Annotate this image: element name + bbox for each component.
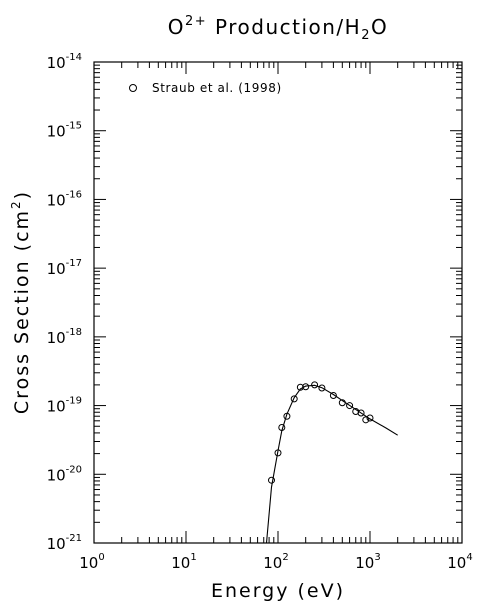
data-point: [338, 399, 346, 407]
y-tick-label: 10-18: [47, 327, 82, 347]
fit-line-series: [265, 384, 398, 544]
data-point: [357, 409, 365, 417]
y-tick-label: 10-20: [47, 464, 82, 484]
data-point: [283, 412, 291, 420]
y-tick-label: 10-14: [47, 52, 82, 72]
data-point: [290, 395, 298, 403]
y-tick-label: 10-19: [47, 396, 82, 416]
x-tick-label: 101: [171, 552, 196, 572]
y-tick-label: 10-15: [47, 121, 82, 141]
legend-marker-circle: [129, 84, 137, 92]
fit-line: [265, 384, 398, 544]
y-tick-label: 10-21: [47, 533, 82, 553]
data-point: [346, 402, 354, 410]
data-point: [311, 381, 319, 389]
y-tick-label: 10-16: [47, 189, 82, 209]
data-point: [278, 423, 286, 431]
x-tick-label: 103: [355, 552, 380, 572]
y-axis-tick-labels: 10-21 10-20 10-19 10-18 10-17 10-16 10-15 10-14: [47, 52, 82, 553]
y-tick-label: 10-17: [47, 258, 82, 278]
y-axis-title: Cross Section (cm2): [9, 190, 33, 414]
x-axis-tick-labels: 100 101 102 103 104: [79, 552, 472, 572]
y-axis-ticks: [94, 64, 462, 544]
legend-label: Straub et al. (1998): [152, 81, 282, 95]
x-axis-ticks: [93, 62, 459, 543]
data-points-series: [268, 381, 374, 484]
chart-title: O2+ Production/H2O: [168, 14, 389, 43]
data-point: [318, 384, 326, 392]
data-point: [274, 449, 282, 457]
legend: Straub et al. (1998): [129, 81, 282, 95]
plot-border: [93, 61, 463, 544]
data-point: [296, 383, 304, 391]
data-point: [329, 392, 337, 400]
data-point: [366, 414, 374, 422]
data-point: [302, 383, 310, 391]
x-axis-title: Energy (eV): [211, 580, 345, 602]
data-point: [362, 416, 370, 424]
data-point: [268, 476, 276, 484]
x-tick-label: 100: [79, 552, 104, 572]
x-tick-label: 104: [447, 552, 472, 572]
x-tick-label: 102: [263, 552, 288, 572]
plot-frame: [93, 61, 463, 544]
